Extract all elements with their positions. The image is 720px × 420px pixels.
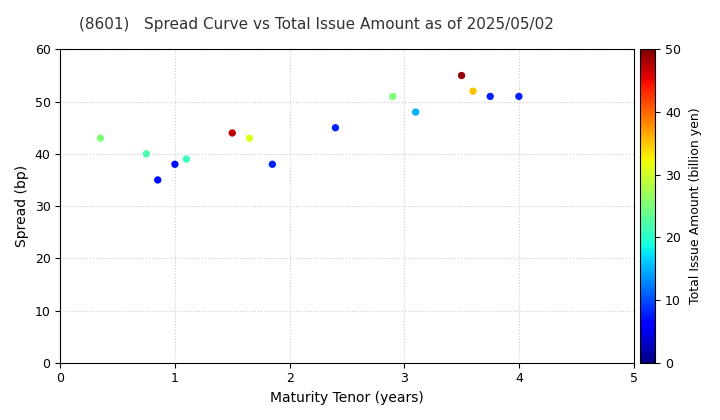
Point [227, 130, 238, 136]
Point [243, 135, 255, 142]
Point [410, 109, 421, 116]
Point [266, 161, 278, 168]
Point [485, 93, 496, 100]
Point [456, 72, 467, 79]
Point [513, 93, 525, 100]
Point [330, 124, 341, 131]
Point [181, 156, 192, 163]
Point [169, 161, 181, 168]
Point [94, 135, 106, 142]
Point [140, 150, 152, 157]
Y-axis label: Spread (bp): Spread (bp) [15, 165, 29, 247]
Point [152, 176, 163, 183]
Text: (8601)   Spread Curve vs Total Issue Amount as of 2025/05/02: (8601) Spread Curve vs Total Issue Amoun… [79, 17, 554, 32]
Y-axis label: Total Issue Amount (billion yen): Total Issue Amount (billion yen) [689, 108, 702, 304]
Point [467, 88, 479, 94]
Point [387, 93, 398, 100]
X-axis label: Maturity Tenor (years): Maturity Tenor (years) [270, 391, 424, 405]
